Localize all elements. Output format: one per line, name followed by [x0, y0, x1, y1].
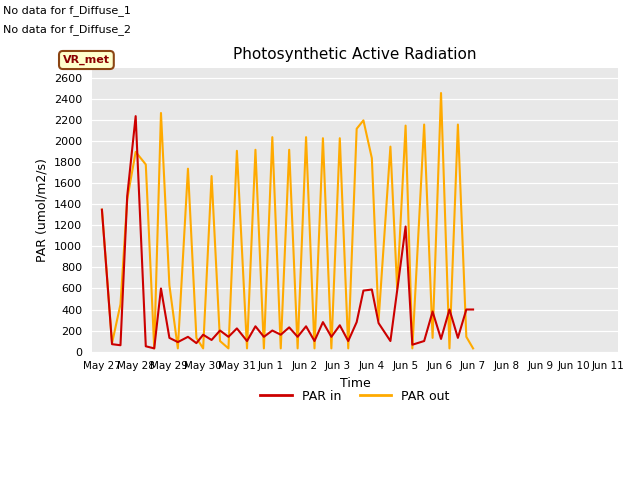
- PAR out: [225, 346, 232, 351]
- Text: No data for f_Diffuse_2: No data for f_Diffuse_2: [3, 24, 131, 35]
- PAR in: [408, 342, 416, 348]
- PAR out: [142, 162, 150, 168]
- PAR in: [328, 334, 335, 340]
- PAR in: [463, 307, 470, 312]
- PAR out: [166, 282, 173, 288]
- PAR out: [454, 121, 461, 127]
- PAR in: [353, 319, 360, 325]
- PAR out: [108, 340, 116, 346]
- PAR in: [277, 332, 285, 337]
- PAR out: [310, 346, 318, 351]
- PAR out: [336, 135, 344, 141]
- PAR out: [233, 148, 241, 154]
- PAR in: [184, 334, 192, 340]
- PAR in: [360, 288, 367, 293]
- PAR out: [208, 173, 216, 179]
- PAR out: [328, 346, 335, 351]
- PAR out: [387, 144, 394, 149]
- PAR out: [193, 335, 200, 341]
- PAR out: [353, 126, 360, 132]
- PAR out: [184, 166, 192, 171]
- PAR out: [132, 149, 140, 155]
- PAR in: [437, 336, 445, 342]
- PAR in: [285, 324, 293, 330]
- PAR out: [157, 110, 165, 116]
- PAR in: [336, 323, 344, 328]
- PAR out: [124, 196, 131, 202]
- PAR out: [469, 346, 477, 351]
- PAR in: [124, 193, 131, 199]
- PAR in: [268, 328, 276, 334]
- PAR in: [310, 338, 318, 344]
- PAR in: [216, 328, 224, 334]
- PAR out: [260, 346, 268, 351]
- PAR in: [445, 307, 453, 312]
- PAR in: [387, 338, 394, 344]
- PAR in: [174, 339, 182, 345]
- PAR in: [402, 224, 410, 229]
- PAR in: [429, 309, 436, 314]
- PAR out: [402, 123, 410, 129]
- PAR in: [108, 341, 116, 347]
- PAR out: [408, 346, 416, 351]
- PAR in: [132, 113, 140, 119]
- Text: No data for f_Diffuse_1: No data for f_Diffuse_1: [3, 5, 131, 16]
- PAR out: [252, 147, 259, 153]
- PAR out: [277, 346, 285, 351]
- PAR in: [302, 324, 310, 329]
- PAR out: [150, 346, 158, 351]
- PAR in: [252, 324, 259, 329]
- PAR out: [394, 286, 401, 291]
- PAR in: [344, 338, 352, 344]
- PAR out: [344, 346, 352, 351]
- PAR in: [243, 338, 251, 344]
- PAR out: [268, 134, 276, 140]
- Y-axis label: PAR (umol/m2/s): PAR (umol/m2/s): [35, 158, 48, 262]
- PAR in: [375, 320, 383, 326]
- Line: PAR in: PAR in: [102, 116, 473, 348]
- PAR out: [216, 338, 224, 344]
- PAR in: [157, 286, 165, 291]
- PAR in: [199, 332, 207, 337]
- PAR in: [394, 288, 401, 293]
- PAR out: [360, 118, 367, 123]
- PAR in: [166, 335, 173, 341]
- PAR out: [174, 346, 182, 351]
- PAR in: [319, 319, 327, 325]
- PAR out: [368, 156, 376, 161]
- Title: Photosynthetic Active Radiation: Photosynthetic Active Radiation: [233, 48, 477, 62]
- PAR out: [429, 335, 436, 341]
- PAR out: [375, 317, 383, 323]
- PAR out: [116, 301, 124, 307]
- PAR in: [225, 334, 232, 340]
- PAR out: [437, 90, 445, 96]
- PAR out: [294, 346, 301, 351]
- Line: PAR out: PAR out: [102, 93, 473, 348]
- PAR in: [233, 325, 241, 331]
- PAR out: [445, 346, 453, 351]
- PAR out: [199, 346, 207, 351]
- PAR out: [98, 207, 106, 213]
- PAR out: [285, 147, 293, 153]
- PAR in: [294, 334, 301, 340]
- PAR in: [116, 342, 124, 348]
- PAR in: [420, 338, 428, 344]
- PAR in: [150, 346, 158, 351]
- PAR out: [302, 134, 310, 140]
- PAR in: [260, 334, 268, 340]
- PAR in: [469, 307, 477, 312]
- PAR in: [98, 207, 106, 213]
- PAR in: [208, 337, 216, 343]
- PAR out: [463, 334, 470, 340]
- Legend: PAR in, PAR out: PAR in, PAR out: [255, 384, 454, 408]
- PAR out: [319, 135, 327, 141]
- PAR in: [142, 343, 150, 349]
- PAR in: [193, 340, 200, 346]
- X-axis label: Time: Time: [340, 377, 371, 390]
- PAR out: [420, 121, 428, 127]
- PAR in: [368, 287, 376, 292]
- PAR out: [243, 346, 251, 351]
- Text: VR_met: VR_met: [63, 55, 110, 65]
- PAR in: [454, 335, 461, 341]
